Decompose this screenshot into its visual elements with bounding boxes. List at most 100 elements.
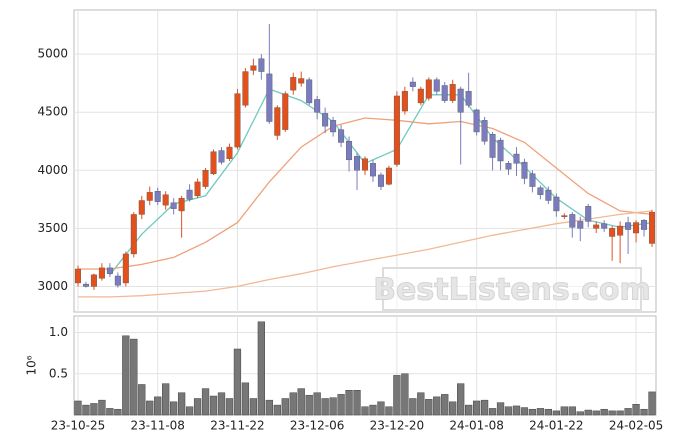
x-tick-label: 23-12-06: [290, 419, 344, 433]
volume-bar: [225, 398, 234, 416]
candle-body: [633, 222, 640, 234]
candle-body: [114, 275, 121, 286]
price-frame: [73, 9, 657, 313]
volume-bar: [640, 408, 648, 416]
candle-body: [354, 156, 361, 171]
y-axis-label: 10⁶: [25, 355, 39, 375]
volume-bar: [241, 382, 250, 416]
candle-body: [322, 113, 329, 127]
candle-body: [473, 109, 480, 133]
volume-bar: [193, 398, 202, 416]
volume-bar: [377, 401, 385, 416]
candle-body: [601, 223, 608, 229]
candle-body: [234, 93, 241, 148]
volume-bar: [576, 411, 584, 416]
candle-body: [170, 202, 177, 209]
volume-bar: [74, 400, 82, 416]
candle-body: [585, 206, 592, 222]
candle-body: [513, 153, 520, 164]
candle-body: [529, 173, 536, 187]
x-tick-label: 23-11-22: [210, 419, 264, 433]
candle-body: [154, 190, 161, 202]
volume-bar: [90, 403, 98, 416]
candle-body: [401, 91, 408, 112]
y-tick-label: 1.0: [49, 325, 68, 339]
y-tick-label: 0.5: [49, 366, 68, 380]
candle-body: [242, 71, 249, 106]
volume-bar: [122, 335, 130, 416]
volume-bar: [472, 400, 481, 416]
candle-body: [266, 73, 273, 122]
candle-body: [146, 192, 153, 201]
candle-body: [505, 163, 512, 170]
candle-body: [314, 99, 321, 113]
volume-bar: [98, 399, 106, 416]
candle-body: [409, 81, 416, 87]
candle-body: [481, 120, 488, 142]
candle-body: [282, 93, 289, 130]
candle-body: [497, 139, 504, 162]
candle-body: [641, 220, 648, 230]
candle-body: [338, 129, 345, 143]
volume-bar: [138, 384, 146, 416]
candle-body: [298, 78, 305, 84]
ma-line: [109, 88, 653, 276]
candle-body: [274, 107, 281, 136]
volume-bar: [209, 395, 218, 416]
volume-bar: [496, 402, 505, 416]
volume-bar: [313, 392, 321, 416]
candle-body: [489, 134, 496, 158]
candle-body: [74, 268, 81, 284]
candle-body: [218, 150, 225, 163]
volume-bar: [249, 398, 258, 416]
volume-bar: [568, 406, 576, 416]
volume-bar: [632, 404, 640, 416]
x-tick-label: 23-10-25: [51, 419, 105, 433]
candle-body: [138, 200, 145, 215]
x-tick-label: 24-01-08: [449, 419, 503, 433]
volume-bar: [584, 409, 592, 416]
volume-bar: [401, 373, 409, 416]
volume-bar: [433, 396, 441, 416]
volume-bar: [608, 410, 616, 416]
volume-bar: [273, 404, 281, 416]
volume-bar: [130, 338, 138, 416]
candle-body: [250, 65, 257, 71]
volume-bar: [154, 396, 162, 416]
candle-body: [306, 79, 313, 104]
candle-body: [417, 88, 424, 104]
volume-bar: [512, 405, 521, 416]
y-tick-label: 3000: [37, 279, 68, 293]
y-tick-label: 5000: [37, 47, 68, 61]
candle-body: [553, 196, 560, 212]
watermark: BestListens.com: [373, 273, 651, 308]
candle-body: [393, 95, 400, 165]
volume-bar: [417, 392, 425, 416]
volume-bar: [170, 401, 178, 416]
volume-bar: [201, 388, 210, 416]
candle-body: [258, 58, 265, 72]
volume-bar: [321, 398, 329, 416]
volume-bar: [289, 392, 297, 416]
volume-bar: [560, 406, 568, 416]
candle-body: [577, 221, 584, 229]
candle-body: [425, 79, 432, 99]
volume-bar: [162, 383, 170, 416]
candle-body: [593, 224, 600, 229]
volume-bar: [281, 398, 289, 416]
volume-bar: [441, 394, 449, 416]
x-tick-label: 24-02-05: [609, 419, 663, 433]
volume-bar: [114, 408, 122, 416]
candle-body: [362, 158, 368, 171]
volume-bar: [233, 348, 242, 416]
volume-bar: [616, 410, 624, 416]
volume-bar: [544, 408, 553, 416]
volume-bar: [624, 408, 632, 416]
volume-bar: [385, 406, 393, 416]
candle-body: [162, 194, 169, 206]
volume-bar: [305, 394, 313, 416]
candle-body: [625, 222, 632, 230]
candle-body: [617, 225, 624, 236]
candle-body: [385, 167, 392, 185]
